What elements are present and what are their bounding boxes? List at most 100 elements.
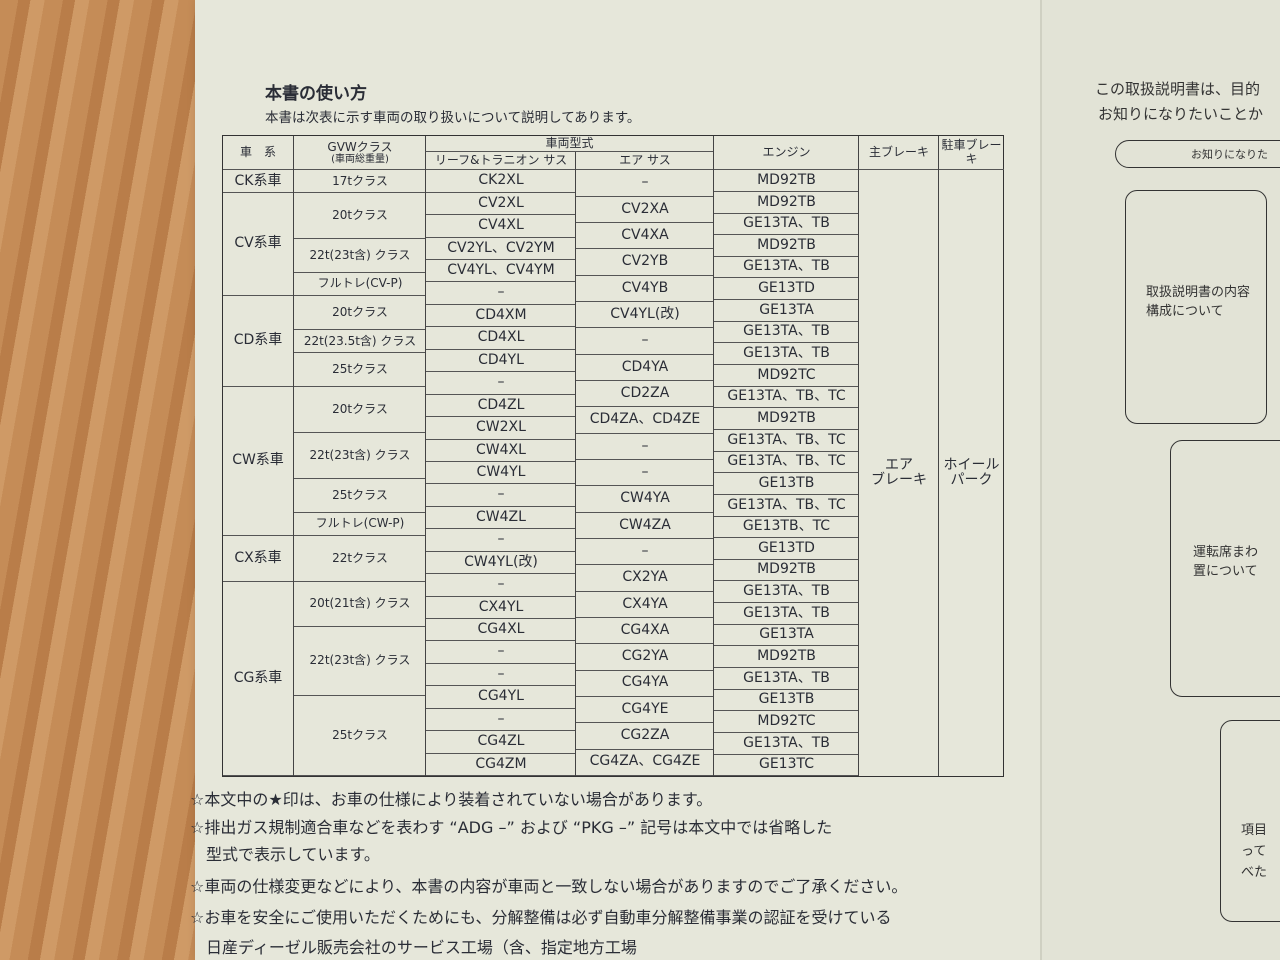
gvw-cell: 17tクラス <box>294 170 426 194</box>
series-cell: CD系車 <box>223 296 293 388</box>
engine-cell: GE13TA、TB <box>714 668 859 690</box>
leaf-cell: – <box>426 484 576 507</box>
intro-text: 本書は次表に示す車両の取り扱いについて説明してあります。 <box>265 110 641 126</box>
gvw-cell: 22t(23t含) クラス <box>294 627 426 696</box>
page-title: 本書の使い方 <box>265 84 367 104</box>
air-cell: CG4YA <box>576 671 714 697</box>
box1-text: 取扱説明書の内容 構成について <box>1146 285 1251 319</box>
air-cell: – <box>576 434 714 460</box>
leaf-cell: CD4XL <box>426 327 576 350</box>
gvw-column: GVWクラス (車両総重量) 17tクラス 20tクラス 22t(23t含) クラス フル… <box>293 136 426 776</box>
engine-cell: MD92TC <box>714 365 859 387</box>
leaf-cell: CW4YL <box>426 462 576 485</box>
leaf-cell: CK2XL <box>426 170 576 193</box>
leaf-cell: – <box>426 641 576 664</box>
engine-cell: GE13TA、TB、TC <box>714 495 859 517</box>
main-brake-value: エア ブレーキ <box>871 456 927 489</box>
air-cell: CD4YA <box>576 355 714 381</box>
parking-brake-value: ホイール パーク <box>943 456 1000 489</box>
gvw-cell: 20t(21t含) クラス <box>294 582 426 628</box>
box3-text: 項目 って べた <box>1241 823 1268 880</box>
air-cell: CG4ZA、CG4ZE <box>576 750 714 776</box>
engine-cell: GE13TA <box>714 625 859 647</box>
gvw-cell: 20tクラス <box>294 387 426 434</box>
air-column: エア サス – CV2XA CV4XA CV2YB CV4YB CV4YL(改) – CD4YA… <box>575 152 714 776</box>
engine-cell: MD92TC <box>714 711 859 733</box>
air-cell: CD2ZA <box>576 381 714 408</box>
note-line: ☆本文中の★印は、お車の仕様により装着されていない場合があります。 <box>190 790 713 809</box>
series-cell: CX系車 <box>223 536 293 582</box>
leaf-cell: – <box>426 574 576 597</box>
header-series: 車 系 <box>223 136 293 171</box>
leaf-cell: – <box>426 372 576 395</box>
engine-cell: MD92TB <box>714 560 859 582</box>
gvw-cell: 25tクラス <box>294 479 426 514</box>
vehicle-model-table: 車 系 CK系車 CV系車 CD系車 CW系車 CX系車 CG系車 GVWクラス (車両総重量)… <box>222 135 1004 777</box>
gvw-sublabel: (車両総重量) <box>331 153 389 165</box>
engine-cell: GE13TC <box>714 755 859 777</box>
gvw-cell: フルトレ(CV-P) <box>294 273 426 296</box>
leaf-cell: – <box>426 709 576 732</box>
gvw-cell: 20tクラス <box>294 296 426 331</box>
leaf-cell: CD4ZL <box>426 395 576 418</box>
leaf-column: リーフ&トラニオン サス CK2XL CV2XL CV4XL CV2YL、CV2YM CV… <box>425 152 576 777</box>
right-page <box>1040 0 1280 960</box>
engine-cell: GE13TA、TB <box>714 214 859 236</box>
engine-cell: GE13TA、TB <box>714 581 859 604</box>
engine-cell: GE13TD <box>714 538 859 560</box>
left-page <box>195 0 1045 960</box>
engine-cell: GE13TA、TB <box>714 603 859 625</box>
header-main-brake: 主ブレーキ <box>859 136 939 171</box>
pill-box: お知りになりた <box>1115 140 1280 168</box>
gvw-cell: 22t(23.5t含) クラス <box>294 330 426 354</box>
engine-cell: GE13TA、TB <box>714 733 859 755</box>
engine-cell: GE13TD <box>714 278 859 301</box>
note-line: 日産ディーゼル販売会社のサービス工場（含、指定地方工場 <box>190 938 637 957</box>
engine-cell: GE13TA、TB <box>714 343 859 366</box>
leaf-cell: – <box>426 282 576 305</box>
header-leaf: リーフ&トラニオン サス <box>426 152 576 171</box>
leaf-cell: CV2YL、CV2YM <box>426 238 576 261</box>
gvw-cell: 22tクラス <box>294 536 426 582</box>
leaf-cell: – <box>426 664 576 687</box>
engine-cell: GE13TA、TB <box>714 257 859 279</box>
leaf-cell: CW4ZL <box>426 507 576 530</box>
air-cell: CV4YL(改) <box>576 302 714 329</box>
note-line: 型式で表示しています。 <box>190 845 380 864</box>
section-box-3: 項目 って べた <box>1220 720 1280 922</box>
engine-cell: GE13TB、TC <box>714 517 859 539</box>
gvw-cell: 25tクラス <box>294 353 426 388</box>
series-column: 車 系 CK系車 CV系車 CD系車 CW系車 CX系車 CG系車 <box>223 136 293 776</box>
air-cell: CG2YA <box>576 644 714 671</box>
engine-cell: GE13TA <box>714 300 859 322</box>
engine-cell: GE13TA、TB、TC <box>714 387 859 409</box>
engine-cell: GE13TA、TB、TC <box>714 452 859 474</box>
engine-cell: MD92TB <box>714 235 859 257</box>
header-engine: エンジン <box>714 136 859 171</box>
main-brake-column: 主ブレーキエア ブレーキ <box>858 136 939 776</box>
section-box-2: 運転席まわ 置について <box>1170 440 1280 697</box>
leaf-cell: CD4YL <box>426 350 576 373</box>
leaf-cell: CV4XL <box>426 215 576 238</box>
header-model: 車両型式 <box>425 136 713 152</box>
series-cell: CV系車 <box>223 193 293 296</box>
box2-text: 運転席まわ 置について <box>1193 545 1259 579</box>
series-cell: CW系車 <box>223 387 293 536</box>
header-gvw: GVWクラス (車両総重量) <box>294 136 426 171</box>
engine-cell: MD92TB <box>714 408 859 430</box>
gvw-cell: フルトレ(CW-P) <box>294 513 426 536</box>
gvw-label: GVWクラス <box>327 139 393 154</box>
air-cell: CX2YA <box>576 565 714 592</box>
gvw-cell: 22t(23t含) クラス <box>294 239 426 274</box>
leaf-cell: CW2XL <box>426 417 576 440</box>
air-cell: CG4YE <box>576 697 714 724</box>
leaf-cell: CD4XM <box>426 305 576 328</box>
leaf-cell: CW4YL(改) <box>426 552 576 575</box>
gvw-cell: 22t(23t含) クラス <box>294 433 426 479</box>
engine-cell: MD92TB <box>714 192 859 214</box>
air-cell: CV2YB <box>576 249 714 276</box>
air-cell: CV4YB <box>576 276 714 302</box>
air-cell: CG4XA <box>576 618 714 645</box>
engine-cell: GE13TA、TB <box>714 322 859 344</box>
note-line: ☆お車を安全にご使用いただくためにも、分解整備は必ず自動車分解整備事業の認証を受… <box>190 908 892 927</box>
